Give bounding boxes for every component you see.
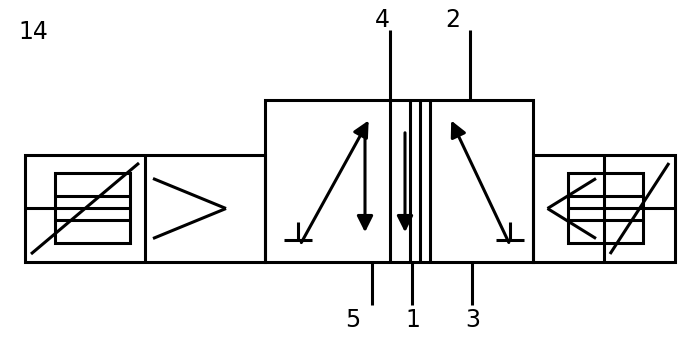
Text: 5: 5 bbox=[345, 308, 360, 332]
Text: 3: 3 bbox=[465, 308, 480, 332]
Text: 4: 4 bbox=[375, 8, 390, 32]
Bar bbox=[265, 100, 533, 262]
Text: 2: 2 bbox=[445, 8, 460, 32]
Bar bbox=[25, 155, 265, 262]
Text: 1: 1 bbox=[405, 308, 420, 332]
Bar bbox=[55, 173, 130, 243]
Text: 14: 14 bbox=[18, 20, 48, 44]
Bar bbox=[568, 173, 643, 243]
Bar bbox=[533, 155, 675, 262]
